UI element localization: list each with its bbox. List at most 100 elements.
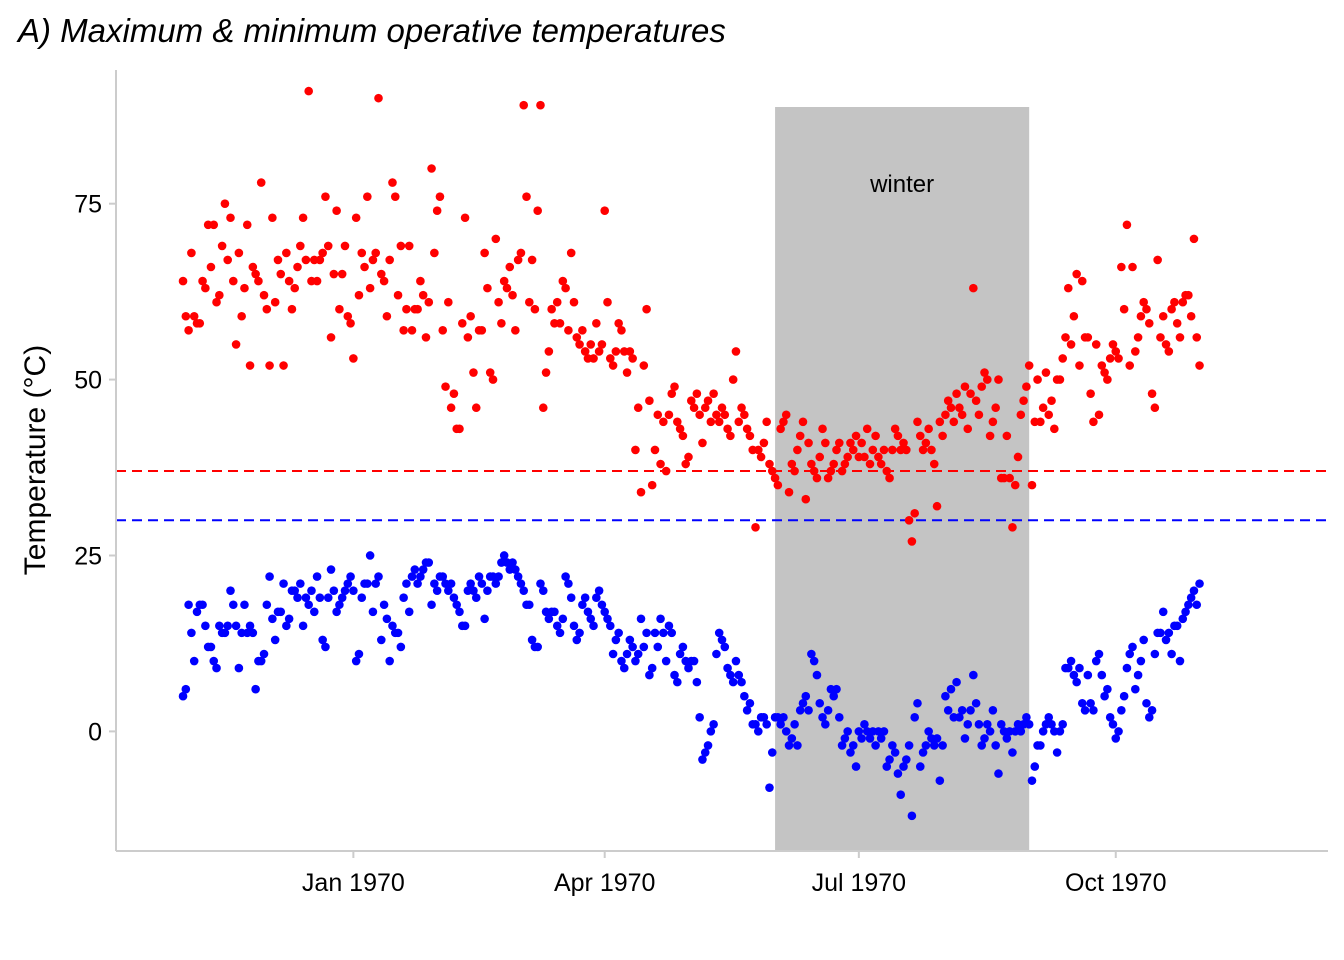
data-point-min: [767, 748, 777, 757]
data-point-max: [670, 382, 679, 391]
data-point-max: [337, 269, 347, 279]
data-point-max: [611, 347, 621, 356]
data-point-min: [1167, 649, 1176, 659]
data-point-min: [332, 607, 341, 617]
data-point-max: [251, 269, 260, 279]
data-point-min: [1091, 656, 1101, 666]
y-tick-label: 75: [74, 191, 102, 219]
data-point-max: [740, 410, 749, 420]
x-tick-label: Jan 1970: [302, 869, 405, 897]
data-point-min: [282, 621, 291, 631]
data-point-max: [421, 333, 431, 342]
data-point-max: [787, 459, 797, 469]
data-point-min: [798, 698, 808, 708]
data-point-max: [673, 417, 682, 427]
data-point-min: [625, 635, 635, 645]
data-point-max: [217, 241, 227, 251]
data-point-min: [636, 614, 646, 624]
data-point-min: [795, 705, 805, 715]
data-point-min: [642, 628, 651, 638]
data-point-max: [686, 396, 696, 405]
data-point-max: [449, 389, 459, 398]
data-point-max: [301, 255, 311, 265]
data-point-max: [1075, 361, 1084, 370]
data-point-min: [270, 635, 280, 645]
data-point-max: [201, 283, 210, 293]
data-point-min: [206, 642, 216, 652]
data-point-max: [575, 340, 584, 349]
data-point-max: [329, 269, 339, 279]
data-point-min: [379, 600, 389, 610]
data-point-max: [603, 297, 612, 307]
data-point-max: [977, 382, 987, 391]
data-point-min: [611, 635, 621, 645]
data-point-max: [1097, 361, 1107, 370]
data-point-min: [714, 628, 724, 638]
data-point-min: [779, 713, 788, 722]
data-point-min: [198, 600, 207, 610]
data-point-min: [192, 607, 202, 617]
data-point-max: [770, 473, 780, 483]
data-point-min: [851, 762, 861, 771]
data-point-min: [343, 579, 353, 588]
data-point-max: [737, 403, 746, 413]
data-point-min: [215, 621, 224, 631]
data-point-max: [790, 466, 799, 476]
data-point-max: [508, 290, 517, 300]
data-point-max: [728, 375, 738, 384]
data-point-max: [494, 297, 503, 307]
data-point-min: [597, 600, 607, 610]
data-point-min: [647, 663, 657, 673]
data-point-max: [927, 445, 936, 455]
data-point-max: [284, 276, 294, 286]
data-point-max: [941, 410, 950, 420]
data-point-min: [717, 635, 727, 645]
data-point-max: [555, 318, 565, 328]
data-point-min: [578, 600, 587, 610]
data-point-min: [279, 579, 288, 588]
data-point-max: [779, 417, 788, 427]
data-point-max: [865, 459, 875, 469]
data-point-max: [1122, 220, 1132, 230]
data-point-min: [969, 670, 978, 680]
data-point-min: [424, 558, 434, 567]
data-point-max: [910, 508, 919, 518]
data-point-max: [511, 326, 520, 335]
data-point-max: [1066, 340, 1076, 349]
data-point-max: [625, 347, 635, 356]
data-point-min: [318, 635, 327, 645]
data-point-max: [1038, 403, 1048, 413]
data-point-max: [899, 438, 908, 448]
data-point-max: [376, 269, 386, 279]
data-point-max: [848, 445, 858, 455]
data-point-max: [332, 206, 341, 216]
data-point-min: [1161, 635, 1171, 645]
data-point-max: [195, 318, 205, 328]
data-point-min: [589, 621, 598, 631]
data-point-min: [631, 656, 640, 666]
data-point-min: [407, 572, 417, 581]
data-point-max: [1128, 262, 1137, 272]
data-point-min: [723, 663, 732, 673]
data-point-max: [653, 410, 663, 420]
data-point-max: [388, 178, 397, 187]
chart-title: A) Maximum & minimum operative temperatu…: [18, 12, 726, 49]
data-point-max: [1055, 375, 1065, 384]
data-point-min: [228, 600, 238, 610]
data-point-max: [793, 445, 802, 455]
data-point-min: [737, 677, 746, 687]
data-point-max: [731, 347, 741, 356]
data-point-min: [1027, 776, 1037, 785]
data-point-min: [790, 720, 799, 729]
data-point-min: [1089, 705, 1098, 715]
data-point-max: [1184, 290, 1193, 300]
data-point-max: [265, 361, 274, 370]
data-point-max: [547, 304, 556, 314]
data-point-max: [1147, 389, 1157, 398]
data-point-min: [452, 600, 462, 610]
data-point-min: [1189, 586, 1199, 595]
data-point-min: [678, 642, 688, 652]
data-point-min: [1036, 741, 1045, 750]
data-point-min: [848, 741, 858, 750]
data-point-max: [1024, 361, 1034, 370]
